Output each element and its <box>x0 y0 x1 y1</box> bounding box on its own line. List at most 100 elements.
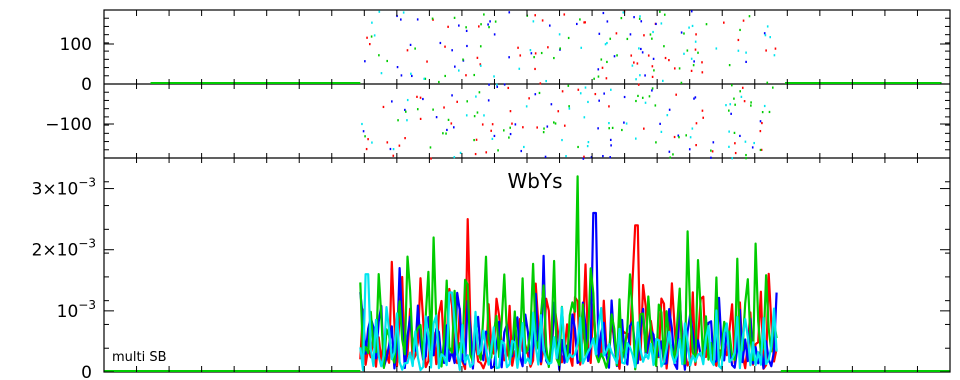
scatter-point <box>554 122 557 125</box>
scatter-point <box>402 11 405 14</box>
scatter-point <box>476 56 479 59</box>
scatter-point <box>606 20 609 23</box>
scatter-point <box>416 18 419 21</box>
scatter-point <box>493 134 496 138</box>
scatter-point <box>639 74 641 77</box>
scatter-point <box>508 56 510 59</box>
scatter-point <box>768 110 771 114</box>
scatter-point <box>760 148 763 151</box>
scatter-point <box>730 112 732 115</box>
scatter-point <box>580 46 583 49</box>
scatter-point <box>605 77 608 80</box>
scatter-point <box>540 51 543 55</box>
scatter-point <box>392 154 395 157</box>
scatter-point <box>457 69 460 72</box>
scatter-point <box>584 21 586 24</box>
scatter-point <box>740 95 743 98</box>
scatter-point <box>509 110 512 113</box>
scatter-point <box>737 38 740 42</box>
scatter-point <box>456 100 458 103</box>
scatter-point <box>604 43 607 46</box>
scatter-point <box>748 15 751 18</box>
scatter-point <box>445 132 447 135</box>
scatter-point <box>729 103 732 106</box>
scatter-point <box>609 156 611 159</box>
scatter-point <box>368 42 371 46</box>
scatter-point <box>653 69 655 72</box>
scatter-point <box>488 83 490 86</box>
scatter-point <box>695 33 697 36</box>
scatter-point <box>766 81 769 84</box>
scatter-point <box>643 127 645 130</box>
scatter-point <box>701 71 704 74</box>
scatter-point <box>638 47 640 50</box>
scatter-point <box>444 74 446 78</box>
scatter-point <box>759 120 762 123</box>
scatter-point <box>491 137 494 141</box>
scatter-point <box>466 44 468 48</box>
scatter-point <box>422 97 424 101</box>
scatter-point <box>635 78 637 81</box>
scatter-point <box>479 63 482 66</box>
scatter-point <box>597 127 599 130</box>
scatter-point <box>651 65 654 68</box>
scatter-point <box>745 60 747 63</box>
chart-title: WbYs <box>507 169 562 193</box>
scatter-point <box>693 60 695 63</box>
scatter-point <box>634 137 637 140</box>
scatter-point <box>508 11 511 14</box>
scatter-point <box>701 61 703 64</box>
scatter-point <box>546 125 549 128</box>
scatter-point <box>497 149 499 152</box>
y-tick-label: 10−3 <box>57 298 96 322</box>
scatter-point <box>550 103 553 106</box>
scatter-point <box>622 11 625 14</box>
y-tick-label: 0 <box>81 363 92 380</box>
scatter-point <box>406 119 408 122</box>
scatter-point <box>586 145 589 148</box>
scatter-point <box>666 114 669 117</box>
scatter-point <box>677 134 680 137</box>
scatter-point <box>750 101 752 104</box>
scatter-point <box>404 110 407 113</box>
scatter-point <box>541 19 544 22</box>
scatter-point <box>520 149 523 153</box>
scatter-point <box>739 90 741 93</box>
scatter-point <box>688 148 691 151</box>
scatter-point <box>386 141 389 144</box>
scatter-point <box>559 48 561 51</box>
scatter-point <box>529 49 532 52</box>
scatter-point <box>635 99 637 103</box>
scatter-point <box>710 149 712 152</box>
scatter-point <box>534 93 537 96</box>
scatter-point <box>625 122 628 125</box>
scatter-point <box>745 153 747 157</box>
scatter-point <box>606 60 608 64</box>
scatter-point <box>451 49 453 52</box>
scatter-point <box>509 126 511 129</box>
scatter-point <box>378 10 381 13</box>
scatter-point <box>509 132 512 136</box>
scatter-point <box>606 41 608 45</box>
scatter-point <box>669 156 672 159</box>
scatter-point <box>733 97 735 100</box>
scatter-point <box>609 138 612 142</box>
scatter-point <box>406 98 409 102</box>
scatter-point <box>723 21 725 24</box>
scatter-point <box>633 61 635 64</box>
scatter-point <box>577 88 580 91</box>
scatter-point <box>438 80 440 84</box>
scatter-point <box>392 148 395 151</box>
scatter-point <box>660 130 663 133</box>
scatter-point <box>523 145 525 149</box>
scatter-point <box>446 128 448 132</box>
scatter-point <box>459 151 462 154</box>
scatter-point <box>542 131 545 134</box>
scatter-point <box>734 103 736 106</box>
scatter-point <box>473 73 476 77</box>
scatter-point <box>597 75 600 78</box>
scatter-point <box>651 37 653 40</box>
scatter-point <box>705 23 708 26</box>
scatter-point <box>733 131 736 134</box>
